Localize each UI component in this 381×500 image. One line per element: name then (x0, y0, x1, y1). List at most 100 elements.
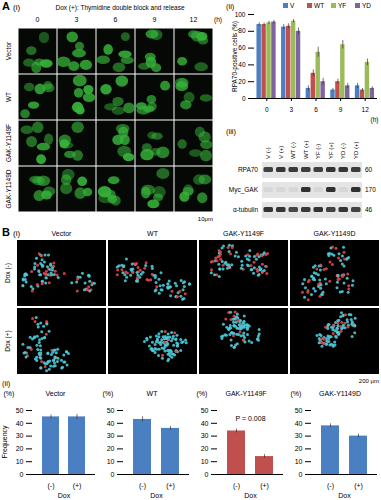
svg-text:YF: YF (338, 2, 346, 9)
svg-text:(ii): (ii) (226, 2, 235, 11)
svg-text:30: 30 (201, 432, 209, 439)
svg-text:(%): (%) (4, 390, 15, 398)
svg-text:YD (+): YD (+) (353, 141, 359, 159)
svg-text:B: B (2, 226, 10, 238)
svg-text:10μm: 10μm (198, 216, 213, 222)
svg-text:10: 10 (201, 458, 209, 465)
svg-text:200 μm: 200 μm (359, 378, 379, 384)
svg-text:A: A (2, 0, 10, 12)
svg-text:Dox: Dox (58, 492, 71, 499)
svg-text:(+): (+) (354, 482, 363, 490)
svg-text:Myc_GAK: Myc_GAK (229, 186, 259, 194)
svg-text:(-): (-) (327, 482, 334, 490)
svg-text:GAK-Y1149D: GAK-Y1149D (314, 230, 356, 237)
svg-text:(-): (-) (139, 482, 146, 490)
svg-text:46: 46 (365, 206, 373, 213)
svg-text:(+): (+) (166, 482, 175, 490)
svg-text:(+): (+) (260, 482, 269, 490)
svg-text:V (-): V (-) (265, 147, 271, 159)
svg-text:10: 10 (16, 458, 24, 465)
svg-text:50: 50 (201, 407, 209, 414)
svg-text:GAK-Y1149D: GAK-Y1149D (5, 169, 12, 208)
svg-text:0: 0 (205, 471, 209, 478)
svg-text:YF (+): YF (+) (328, 142, 334, 159)
svg-text:Frequency: Frequency (1, 425, 9, 459)
svg-text:20: 20 (201, 445, 209, 452)
svg-text:(h): (h) (371, 116, 379, 124)
svg-text:(i): (i) (13, 3, 20, 12)
svg-text:30: 30 (295, 432, 303, 439)
svg-text:0: 0 (265, 106, 269, 113)
svg-text:WT: WT (147, 390, 159, 397)
svg-text:50: 50 (295, 407, 303, 414)
svg-text:20: 20 (295, 445, 303, 452)
svg-text:40: 40 (238, 61, 246, 68)
svg-text:80: 80 (238, 27, 246, 34)
svg-text:6: 6 (314, 106, 318, 113)
svg-text:Dox: Dox (338, 492, 351, 499)
svg-text:(%): (%) (103, 390, 114, 398)
svg-text:6: 6 (114, 16, 118, 23)
svg-text:Dox (+): Thymidine double bloc: Dox (+): Thymidine double block and rele… (55, 4, 184, 12)
svg-text:Vector: Vector (46, 390, 67, 397)
svg-text:9: 9 (153, 16, 157, 23)
svg-text:(h): (h) (214, 16, 222, 24)
svg-text:WT: WT (5, 92, 12, 102)
svg-text:(%): (%) (291, 390, 302, 398)
svg-text:Dox: Dox (150, 492, 163, 499)
svg-text:30: 30 (107, 432, 115, 439)
svg-text:30: 30 (16, 432, 24, 439)
svg-text:0: 0 (299, 471, 303, 478)
svg-text:YF (-): YF (-) (315, 144, 321, 159)
svg-text:(+): (+) (73, 482, 82, 490)
svg-text:Dox (-): Dox (-) (4, 263, 12, 283)
svg-text:WT (+): WT (+) (303, 141, 309, 159)
svg-text:20: 20 (238, 78, 246, 85)
svg-text:(ii): (ii) (2, 379, 11, 388)
svg-text:Dox: Dox (244, 492, 257, 499)
svg-text:20: 20 (107, 445, 115, 452)
svg-text:WT: WT (147, 230, 159, 237)
svg-text:0: 0 (242, 95, 246, 102)
svg-text:V: V (290, 2, 295, 9)
svg-text:YD (-): YD (-) (340, 143, 346, 159)
svg-text:50: 50 (107, 407, 115, 414)
svg-text:α-tubulin: α-tubulin (233, 206, 258, 213)
svg-text:(-): (-) (233, 482, 240, 490)
svg-text:60: 60 (238, 44, 246, 51)
svg-text:GAK-Y1149F: GAK-Y1149F (5, 124, 12, 162)
svg-text:60: 60 (365, 166, 373, 173)
svg-text:(i): (i) (13, 229, 20, 238)
svg-text:20: 20 (16, 445, 24, 452)
svg-text:RPA70: RPA70 (238, 166, 258, 173)
svg-text:50: 50 (16, 407, 24, 414)
svg-text:12: 12 (362, 106, 370, 113)
svg-text:9: 9 (339, 106, 343, 113)
svg-text:3: 3 (290, 106, 294, 113)
svg-text:10: 10 (107, 458, 115, 465)
svg-text:3: 3 (75, 16, 79, 23)
svg-text:170: 170 (365, 186, 376, 193)
svg-text:(%): (%) (197, 390, 208, 398)
svg-text:YD: YD (362, 2, 371, 9)
svg-text:0: 0 (111, 471, 115, 478)
svg-text:(-): (-) (48, 482, 55, 490)
svg-text:WT: WT (314, 2, 324, 9)
svg-text:Vector: Vector (52, 230, 73, 237)
svg-text:(iii): (iii) (226, 127, 236, 136)
svg-text:10: 10 (295, 458, 303, 465)
svg-text:40: 40 (295, 420, 303, 427)
svg-text:GAK-Y1149D: GAK-Y1149D (319, 390, 361, 397)
svg-text:WT (-): WT (-) (290, 142, 296, 159)
svg-text:GAK-Y1149F: GAK-Y1149F (225, 390, 266, 397)
svg-text:RPA70-positive cells (%): RPA70-positive cells (%) (231, 21, 239, 92)
svg-text:12: 12 (190, 16, 198, 23)
svg-text:GAK-Y1149F: GAK-Y1149F (223, 230, 264, 237)
svg-text:V (+): V (+) (278, 146, 284, 159)
svg-text:Dox (+): Dox (+) (4, 330, 12, 352)
svg-text:Vector: Vector (5, 41, 12, 60)
svg-text:0: 0 (36, 16, 40, 23)
svg-text:40: 40 (107, 420, 115, 427)
svg-text:P = 0.008: P = 0.008 (235, 415, 265, 422)
svg-text:0: 0 (20, 471, 24, 478)
